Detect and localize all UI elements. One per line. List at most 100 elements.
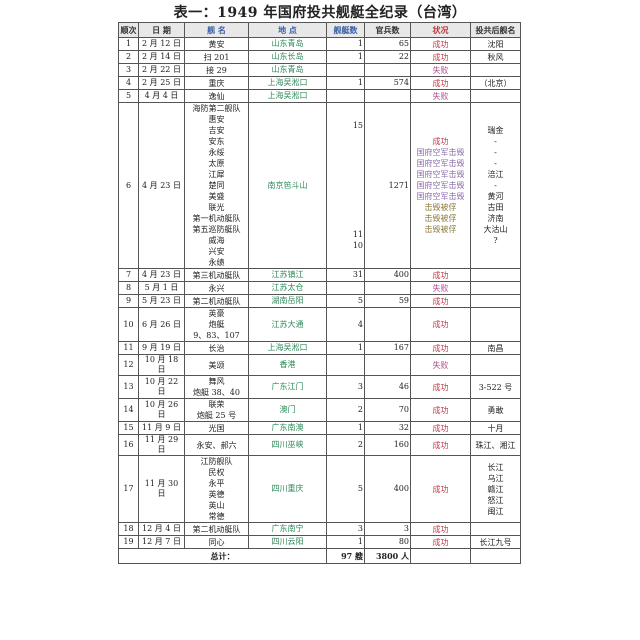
row-number: 6: [118, 102, 139, 269]
row-after-name-line: -: [494, 137, 497, 146]
row-location: 广东江门: [248, 375, 327, 399]
row-ship-count: 2: [326, 434, 365, 456]
row-after-name: [470, 522, 521, 536]
row-ship-name-line: 美盛: [208, 192, 225, 201]
row-after-name-line: 3-522 号: [478, 382, 513, 392]
row-status-line: 成功: [432, 52, 449, 62]
row-status: 成功: [410, 421, 471, 435]
row-troops: 80: [364, 535, 411, 549]
row-troops: 1271: [364, 102, 411, 269]
row-status: 成功: [410, 434, 471, 456]
row-after-name: 十月: [470, 421, 521, 435]
row-ship-name-line: 第五巡防艇队: [192, 225, 241, 234]
row-date: 11 月 30 日: [138, 455, 185, 523]
row-ship-name-line: 兴安: [208, 247, 225, 256]
row-status-line: 失败: [432, 91, 449, 101]
row-ship-name-line: 安东: [208, 137, 225, 146]
row-ship-name: 第二机动艇队: [184, 294, 249, 308]
row-ship-name-line: 吉安: [208, 126, 225, 135]
row-number: 9: [118, 294, 139, 308]
row-ship-name-line: 永绥: [208, 148, 225, 157]
row-location: 湖南岳阳: [248, 294, 327, 308]
row-after-name: 瑞金 - - - 涪江 - 黄河 古田 济南 大沽山?: [470, 102, 521, 269]
row-date: 12 月 7 日: [138, 535, 185, 549]
row-date: 10 月 22 日: [138, 375, 185, 399]
row-after-name: 珠江、湘江: [470, 434, 521, 456]
row-after-name: （北京）: [470, 76, 521, 90]
row-date: 5 月 1 日: [138, 281, 185, 295]
row-after-name-line: 黄河: [487, 192, 504, 201]
row-number: 17: [118, 455, 139, 523]
row-troops: [364, 307, 411, 342]
row-ship-count: 1: [326, 421, 365, 435]
row-ship-name-line: 常德: [208, 512, 225, 521]
row-status-line: 击毁被俘: [424, 203, 457, 212]
row-location: 广东南宁: [248, 522, 327, 536]
row-ship-count: 4: [326, 307, 365, 342]
table-row: 17 11 月 30 日江防舰队 民权 永平 英德 英山 常德 四川重庆 5 400 成功 长江 乌江赣…: [118, 455, 521, 523]
row-troops: 46: [364, 375, 411, 399]
row-number: 1: [118, 37, 139, 51]
table-row: 18 12 月 4 日第二机动艇队 广东南宁 3 3 成功: [118, 522, 521, 536]
row-ship-name: 舞风 炮艇 38、40: [184, 375, 249, 399]
row-after-name: 长江 乌江 赣江 怒江 闽江: [470, 455, 521, 523]
row-location: 山东长岛: [248, 50, 327, 64]
table-row: 14 10 月 26 日联荣 炮艇 25 号澳门 2 70 成功 勇敢: [118, 398, 521, 422]
row-ship-count: 1: [326, 50, 365, 64]
row-date: 4 月 4 日: [138, 89, 185, 103]
row-troops: 22: [364, 50, 411, 64]
row-ship-count: 3: [326, 375, 365, 399]
row-ship-count: 3: [326, 522, 365, 536]
total-troops: 3800 人: [364, 548, 411, 564]
row-date: 12 月 4 日: [138, 522, 185, 536]
row-ship-name-line: 第一机动艇队: [192, 214, 241, 223]
row-status-line: 成功: [432, 78, 449, 88]
row-after-name-line: 长江九号: [479, 537, 512, 547]
row-number: 18: [118, 522, 139, 536]
row-troops: 400: [364, 455, 411, 523]
table-row: 11 9 月 19 日 长治 上海吴淞口 1 167 成功 南昌: [118, 341, 521, 355]
row-after-name: 3-522 号: [470, 375, 521, 399]
row-ship-name-line: 第二机动艇队: [192, 296, 241, 306]
row-status: 成功: [410, 268, 471, 282]
row-status-line: 成功: [432, 423, 449, 433]
row-after-name-line: 秋风: [487, 52, 504, 62]
row-after-name-line: （北京）: [479, 78, 512, 88]
row-troops: 59: [364, 294, 411, 308]
row-ship-name-line: 长治: [208, 343, 225, 353]
row-date: 2 月 14 日: [138, 50, 185, 64]
row-location: 上海吴淞口: [248, 76, 327, 90]
row-ship-name-line: 扫 201: [203, 52, 230, 62]
row-status-line: 击毁被俘: [424, 225, 457, 234]
row-status-line: 成功: [432, 137, 449, 146]
row-date: 2 月 12 日: [138, 37, 185, 51]
row-status-line: 成功: [432, 405, 449, 415]
row-location: 澳门: [248, 398, 327, 422]
row-after-name-line: 涪江: [487, 170, 504, 179]
row-status-line: 国府空军击毁: [416, 159, 465, 168]
total-label: 总计：: [118, 548, 327, 564]
row-ship-name: 光国: [184, 421, 249, 435]
row-ship-name: 第三机动艇队: [184, 268, 249, 282]
row-after-name: 秋风: [470, 50, 521, 64]
row-after-name-line: -: [494, 159, 497, 168]
row-status-line: 成功: [432, 320, 449, 329]
row-ship-name: 美颂: [184, 354, 249, 376]
row-ship-count: 1: [326, 341, 365, 355]
row-after-name: [470, 63, 521, 77]
row-after-name-line: 怒江: [487, 495, 504, 505]
row-ship-name: 永兴: [184, 281, 249, 295]
table-row: 10 6 月 26 日 英豪 炮艇 9、83、107 江苏大通 4 成功: [118, 307, 521, 342]
row-status: 失败: [410, 63, 471, 77]
row-troops: 32: [364, 421, 411, 435]
row-after-name-line: 长江: [487, 462, 504, 472]
table-row: 19 12 月 7 日 同心 四川云阳 1 80 成功 长江九号: [118, 535, 521, 549]
row-after-name-line: 珠江、湘江: [475, 440, 516, 450]
row-ship-name-line: 9、83、107: [193, 331, 240, 340]
header-date: 日 期: [138, 22, 185, 38]
row-ship-name: 黄安: [184, 37, 249, 51]
